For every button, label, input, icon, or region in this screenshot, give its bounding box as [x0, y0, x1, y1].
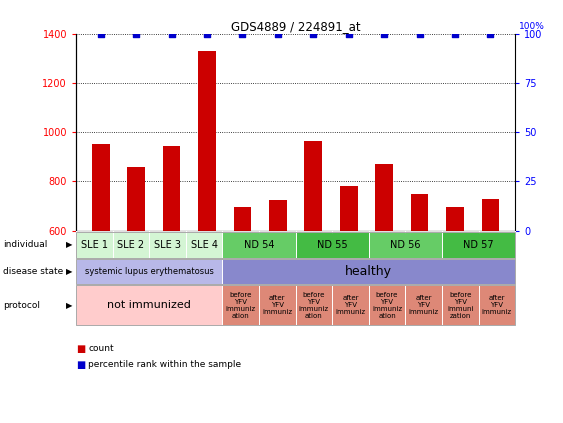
Point [203, 30, 212, 37]
Bar [340, 186, 358, 231]
Bar [376, 164, 393, 231]
Text: before
YFV
immuniz
ation: before YFV immuniz ation [299, 292, 329, 319]
Bar [163, 146, 181, 231]
Text: ND 54: ND 54 [244, 240, 274, 250]
Text: ND 56: ND 56 [390, 240, 421, 250]
Point [167, 30, 176, 37]
Text: ■: ■ [76, 360, 85, 370]
Text: before
YFV
immuniz
ation: before YFV immuniz ation [372, 292, 402, 319]
Text: individual: individual [3, 240, 47, 250]
Text: SLE 3: SLE 3 [154, 240, 181, 250]
Point [132, 30, 141, 37]
Bar [269, 200, 287, 231]
Bar [410, 194, 428, 231]
Text: protocol: protocol [3, 301, 40, 310]
Text: after
YFV
immuniz: after YFV immuniz [482, 295, 512, 315]
Text: ND 55: ND 55 [317, 240, 347, 250]
Text: SLE 1: SLE 1 [81, 240, 108, 250]
Text: ▶: ▶ [66, 301, 73, 310]
Point [274, 30, 283, 37]
Text: count: count [88, 344, 114, 353]
Text: ND 57: ND 57 [463, 240, 494, 250]
Point [450, 30, 459, 37]
Point [379, 30, 388, 37]
Point [238, 30, 247, 37]
Text: not immunized: not immunized [108, 300, 191, 310]
Point [415, 30, 424, 37]
Bar [481, 198, 499, 231]
Text: before
YFV
immuni
zation: before YFV immuni zation [447, 292, 473, 319]
Text: before
YFV
immuniz
ation: before YFV immuniz ation [226, 292, 256, 319]
Text: after
YFV
immuniz: after YFV immuniz [409, 295, 439, 315]
Text: ▶: ▶ [66, 240, 73, 250]
Point [309, 30, 318, 37]
Bar [305, 141, 322, 231]
Point [96, 30, 105, 37]
Text: ■: ■ [76, 343, 85, 354]
Text: 100%: 100% [519, 22, 545, 31]
Point [486, 30, 495, 37]
Text: SLE 2: SLE 2 [117, 240, 145, 250]
Bar [198, 51, 216, 231]
Text: SLE 4: SLE 4 [191, 240, 217, 250]
Text: ▶: ▶ [66, 267, 73, 276]
Bar [234, 207, 251, 231]
Bar [127, 167, 145, 231]
Text: after
YFV
immuniz: after YFV immuniz [262, 295, 292, 315]
Text: disease state: disease state [3, 267, 63, 276]
Point [344, 30, 353, 37]
Bar [92, 145, 110, 231]
Text: healthy: healthy [345, 265, 392, 278]
Text: systemic lupus erythematosus: systemic lupus erythematosus [85, 267, 213, 276]
Text: after
YFV
immuniz: after YFV immuniz [336, 295, 365, 315]
Text: percentile rank within the sample: percentile rank within the sample [88, 360, 242, 369]
Title: GDS4889 / 224891_at: GDS4889 / 224891_at [231, 20, 360, 33]
Bar [446, 207, 464, 231]
